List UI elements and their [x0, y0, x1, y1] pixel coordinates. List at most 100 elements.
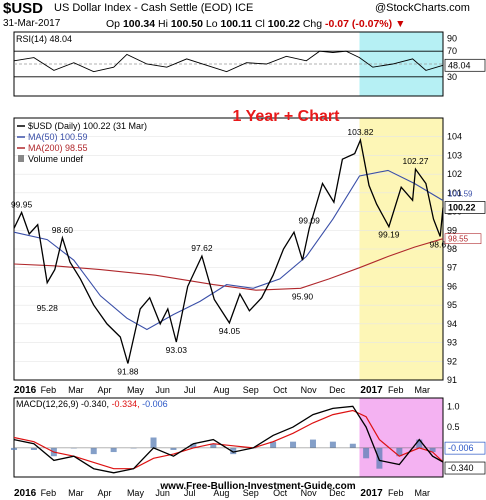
macd-histogram-bar — [376, 447, 383, 469]
macd-tick-label: 0.5 — [447, 422, 460, 432]
change-label: Chg — [302, 18, 323, 30]
price-tick-label: 102 — [447, 169, 462, 179]
macd-x-tick-label: Aug — [213, 488, 229, 498]
macd-x-tick-label: Jun — [155, 488, 170, 498]
price-tick-label: 94 — [447, 319, 457, 329]
high-label: Hi — [157, 18, 168, 30]
macd-line — [13, 405, 444, 474]
ma50-last-value: 100.59 — [448, 190, 473, 199]
macd-histogram-bar — [90, 447, 97, 455]
macd-x-tick-label: Jul — [184, 488, 196, 498]
price-x-tick-label: Jun — [155, 385, 170, 395]
price-tick-label: 96 — [447, 281, 457, 291]
price-annotation-label: 91.88 — [117, 367, 139, 377]
macd-histogram-bar — [210, 443, 217, 448]
price-annotation-label: 98.67 — [430, 239, 452, 249]
price-x-tick-label: Oct — [273, 385, 288, 395]
legend-entry: $USD (Daily) 100.22 (31 Mar) — [28, 121, 147, 131]
macd-histogram-bar — [329, 441, 336, 448]
macd-tick-label: 1.0 — [447, 401, 460, 411]
low-label: Lo — [205, 18, 218, 30]
price-x-tick-label: Feb — [41, 385, 57, 395]
price-x-tick-label: May — [127, 385, 145, 395]
low-value: 100.11 — [220, 18, 253, 30]
price-tick-label: 91 — [447, 375, 457, 385]
price-tick-label: 97 — [447, 263, 457, 273]
close-label: Cl — [254, 18, 265, 30]
macd-histogram-bar — [429, 447, 436, 453]
open-label: Op — [106, 18, 121, 30]
price-annotation-label: 94.05 — [219, 326, 241, 336]
macd-histogram-bar — [190, 443, 197, 448]
legend-entry: Volume undef — [28, 154, 84, 164]
price-tick-label: 93 — [447, 338, 457, 348]
rsi-last-value-box — [444, 58, 486, 72]
macd-x-tick-label: Mar — [68, 488, 84, 498]
macd-signal-line — [13, 409, 444, 470]
ma50-line — [13, 169, 444, 331]
stockcharts-logo[interactable]: @StockCharts.com — [375, 2, 470, 14]
macd-histogram-bar — [11, 447, 17, 450]
price-x-tick-label: Feb — [388, 385, 404, 395]
price-annotation-label: 95.28 — [37, 303, 59, 313]
price-x-tick-label: Jul — [184, 385, 196, 395]
price-tick-label: 98 — [447, 244, 457, 254]
legend-entry: MA(200) 98.55 — [28, 143, 88, 153]
macd-histogram-bar — [290, 441, 297, 448]
macd-highlight-2017 — [359, 398, 443, 477]
exchange-label: ICE — [234, 2, 254, 14]
macd-histogram-bar — [349, 443, 356, 448]
macd-x-tick-label: Oct — [273, 488, 288, 498]
price-line — [13, 137, 444, 364]
high-value: 100.50 — [170, 18, 203, 30]
quote-date: 31-Mar-2017 — [3, 18, 61, 29]
macd-title-part: MACD(12,26,9) — [16, 399, 81, 409]
instrument-name: US Dollar Index - Cash Settle (EOD) ICE — [54, 2, 253, 14]
macd-last-value: -0.340 — [448, 463, 474, 473]
rsi-title: RSI(14) 48.04 — [16, 34, 72, 44]
price-annotation-label: 99.95 — [11, 200, 33, 210]
rsi-last-value: 48.04 — [448, 60, 471, 70]
macd-histogram-bar — [416, 439, 423, 448]
instrument-title: US Dollar Index - Cash Settle (EOD) — [54, 2, 232, 14]
macd-x-tick-label: Sep — [243, 488, 259, 498]
price-annotation-label: 99.19 — [378, 230, 400, 240]
macd-x-tick-label: 2016 — [14, 488, 37, 499]
open-value: 100.34 — [122, 18, 156, 30]
macd-histogram-bar — [309, 439, 316, 448]
ma200-line — [13, 238, 444, 291]
macd-histogram-bar — [396, 447, 403, 457]
macd-histogram-bar — [363, 447, 370, 459]
price-tick-label: 103 — [447, 150, 462, 160]
price-x-tick-label: 2016 — [14, 385, 37, 396]
macd-title-part: -0.006 — [142, 399, 168, 409]
price-annotation-label: 97.62 — [191, 243, 213, 253]
legend-entry: MA(50) 100.59 — [28, 132, 88, 142]
quote-values: Op 100.34 Hi 100.50 Lo 100.11 Cl 100.22 … — [106, 18, 405, 30]
macd-x-tick-label: Apr — [98, 488, 112, 498]
price-tick-label: 92 — [447, 356, 457, 366]
macd-x-tick-label: 2017 — [360, 488, 383, 499]
chart-header: $USD US Dollar Index - Cash Settle (EOD)… — [0, 0, 486, 32]
macd-title: MACD(12,26,9) -0.340, -0.334, -0.006 — [16, 399, 168, 409]
price-x-tick-label: Apr — [98, 385, 112, 395]
price-x-tick-label: Mar — [415, 385, 431, 395]
rsi-tick-label: 90 — [447, 33, 457, 43]
rsi-tick-label: 70 — [447, 46, 457, 56]
price-tick-label: 99 — [447, 225, 457, 235]
macd-x-tick-label: Mar — [415, 488, 431, 498]
macd-title-part: -0.334, — [112, 399, 143, 409]
macd-histogram-bar — [230, 447, 237, 455]
price-x-tick-label: Mar — [68, 385, 84, 395]
close-value: 100.22 — [267, 18, 300, 30]
price-annotation-label: 99.09 — [299, 216, 321, 226]
price-x-tick-label: Aug — [213, 385, 229, 395]
ma200-last-value: 98.55 — [448, 235, 469, 244]
symbol-label: $USD — [3, 0, 44, 17]
watermark-text: www.Free-Bullion-Investment-Guide.com — [159, 481, 355, 492]
macd-histogram-bar — [110, 447, 117, 453]
macd-last-value: -0.006 — [448, 443, 474, 453]
price-x-tick-label: Dec — [329, 385, 346, 395]
macd-x-tick-label: Nov — [301, 488, 318, 498]
macd-x-tick-label: May — [127, 488, 145, 498]
